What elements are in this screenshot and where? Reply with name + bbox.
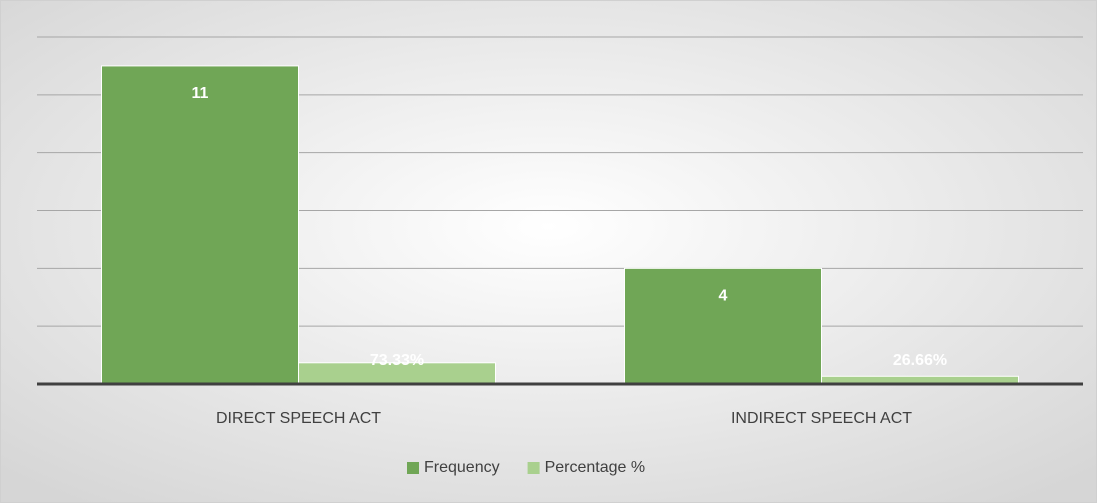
bar <box>101 65 299 385</box>
legend-swatch <box>527 462 540 474</box>
data-label: 73.33% <box>370 352 424 369</box>
bar <box>624 267 822 385</box>
x-tick-label: INDIRECT SPEECH ACT <box>731 410 912 427</box>
legend-swatch <box>407 462 419 474</box>
legend-label: Frequency <box>424 459 500 476</box>
x-tick-label: DIRECT SPEECH ACT <box>216 410 381 427</box>
data-label: 26.66% <box>893 352 947 369</box>
legend-label: Percentage % <box>545 459 646 476</box>
data-label: 11 <box>192 85 209 102</box>
data-label: 4 <box>719 288 728 305</box>
